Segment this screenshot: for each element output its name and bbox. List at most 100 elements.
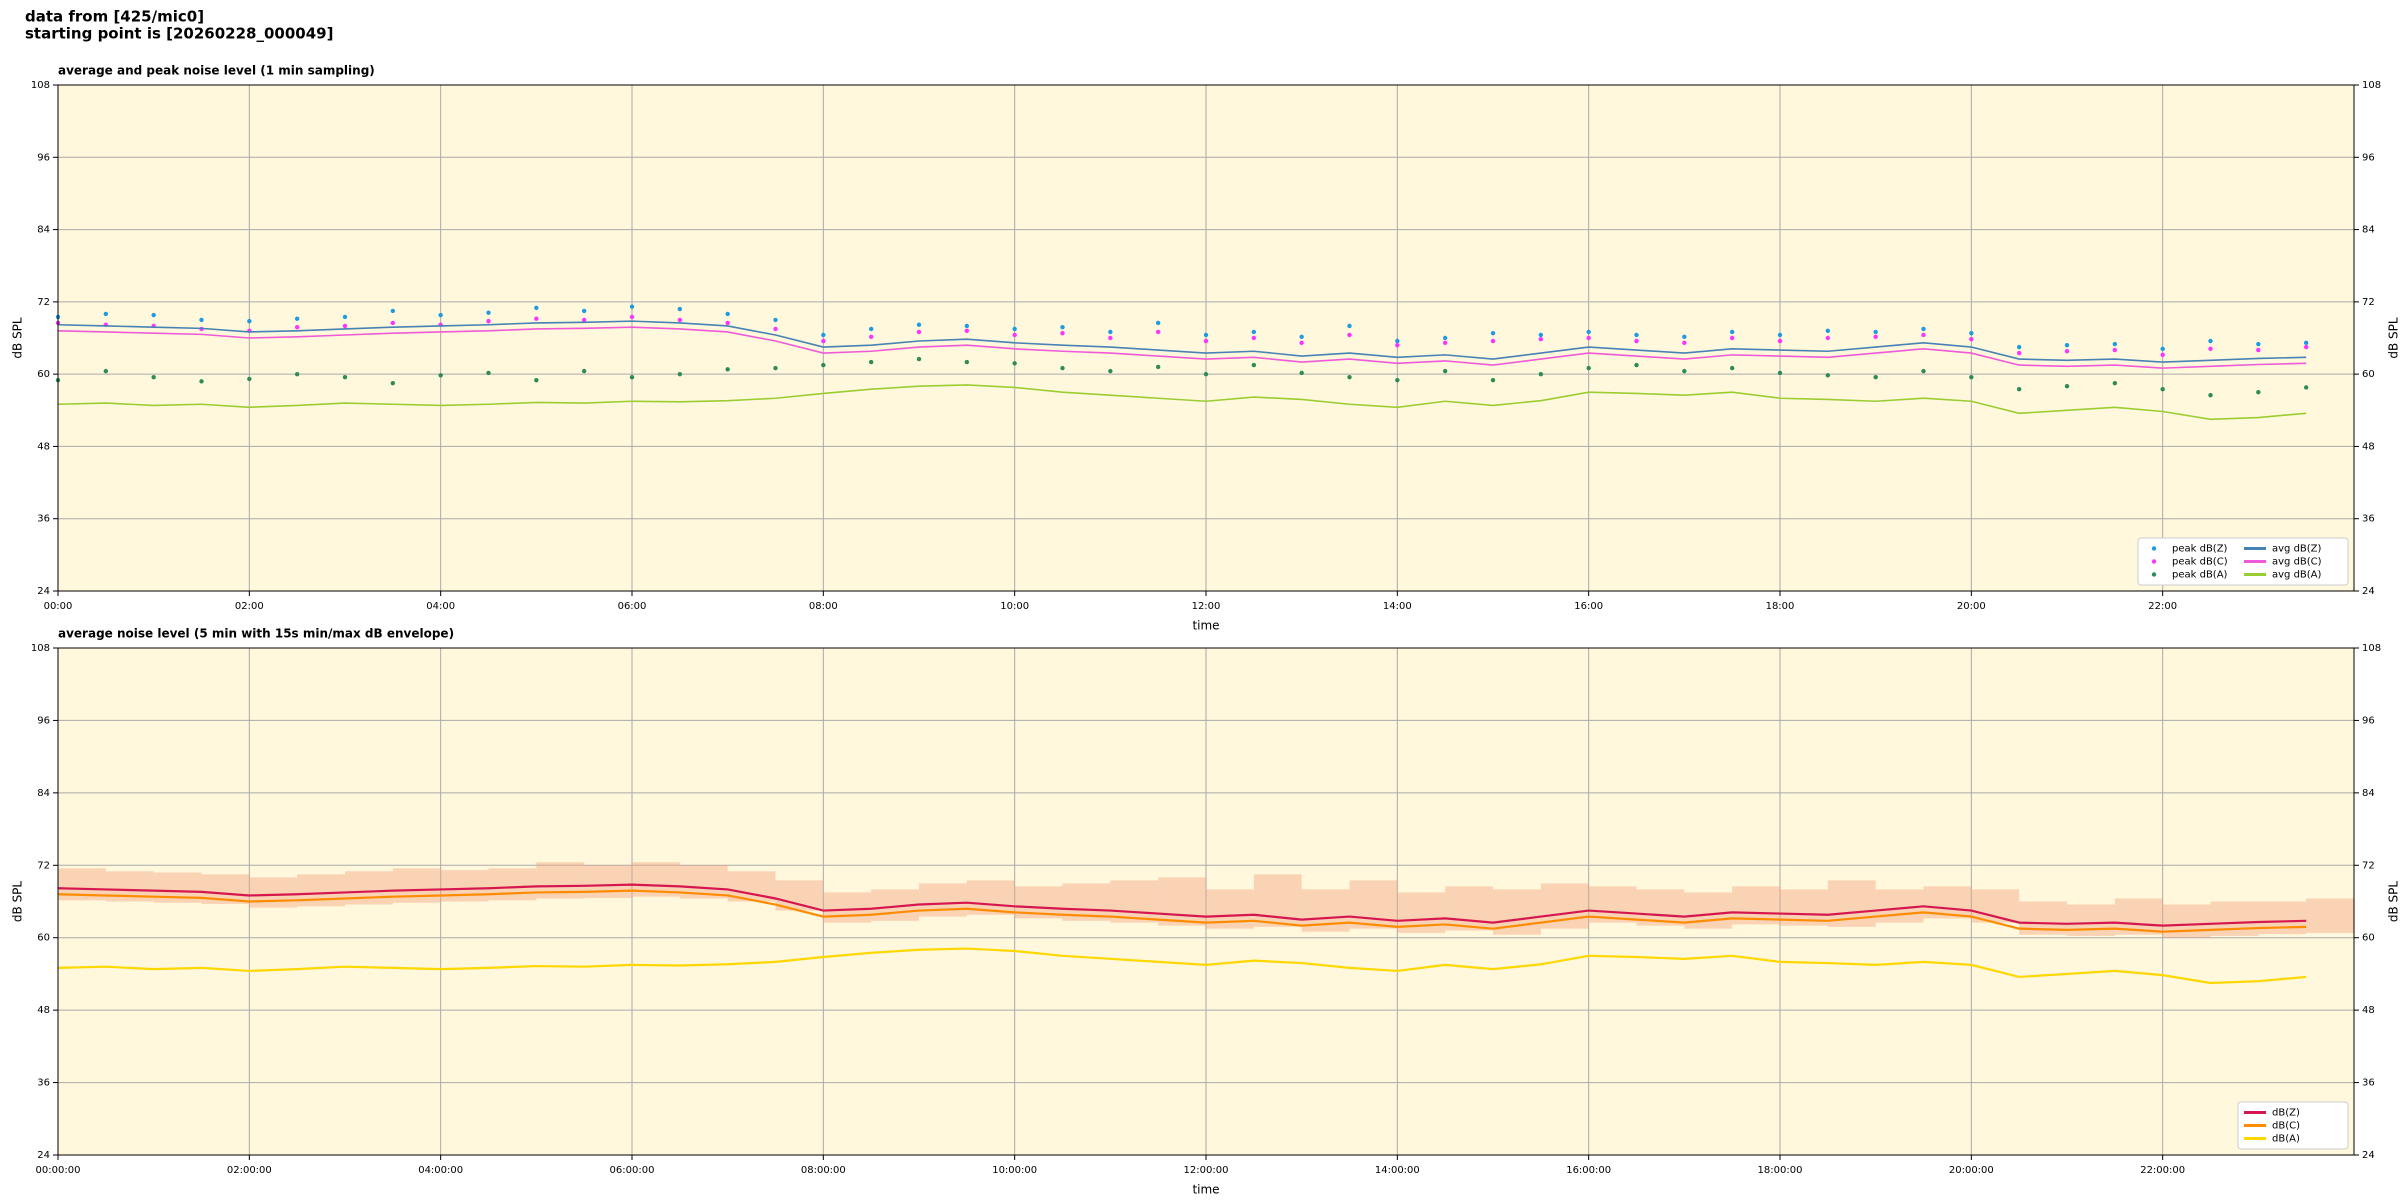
peak-point [1538,371,1544,377]
peak-point [534,305,539,311]
peak-point [1060,330,1065,336]
y-tick-label: 84 [37,225,50,236]
peak-point [1969,374,1974,380]
peak-point [1969,337,1974,342]
peak-point [1012,332,1017,338]
peak-point [438,312,443,318]
y-tick-label: 24 [37,586,50,597]
legend-label: peak dB(Z) [2172,544,2228,555]
x-tick-label: 14:00 [1383,601,1412,612]
peak-point [1729,335,1735,341]
peak-point [916,356,922,362]
chart-title: average noise level (5 min with 15s min/… [58,627,454,641]
x-tick-label: 02:00:00 [227,1165,272,1176]
peak-point [677,317,683,323]
peak-point [151,312,156,318]
peak-point [1921,332,1926,338]
envelope-band [1349,880,1398,929]
legend-label: peak dB(C) [2172,557,2228,568]
peak-point [1490,330,1496,336]
y-tick-label: 72 [37,297,50,308]
envelope-band [2162,904,2211,938]
peak-point [1586,335,1591,341]
peak-point [1395,343,1400,348]
y2-tick-label: 60 [2362,369,2375,380]
peak-point [1108,335,1113,341]
peak-point [1873,374,1878,380]
peak-point [1921,368,1926,374]
peak-point [486,370,491,376]
peak-point [1012,361,1017,366]
peak-point [2112,347,2118,353]
peak-point [1012,326,1017,332]
legend-box [2137,537,2349,586]
envelope-band [2067,904,2115,936]
y-tick-label: 60 [37,369,50,380]
peak-point [2208,346,2213,352]
series-line [57,889,2307,933]
legend-marker [2151,572,2157,577]
x-tick-label: 20:00 [1957,601,1986,612]
x-tick-label: 04:00:00 [418,1165,463,1176]
peak-point [1347,332,1352,338]
peak-point [868,326,874,332]
peak-point [103,311,109,317]
y2-axis-label: dB SPL [2387,317,2400,359]
peak-point [1251,329,1257,335]
envelope-band [2258,901,2307,935]
plot-frame [57,84,2355,592]
envelope-band [823,892,872,923]
series-line [57,947,2307,985]
x-tick-label: 06:00:00 [610,1165,655,1176]
peak-point [1442,340,1448,346]
peak-point [1155,329,1161,335]
peak-point [1155,320,1161,326]
x-axis-label: time [1192,1183,1219,1197]
peak-point [868,334,874,339]
peak-point [773,326,778,332]
peak-point [390,380,396,386]
peak-point [438,373,443,378]
peak-point [2256,347,2261,353]
envelope-band [1110,880,1159,923]
peak-point [1299,370,1304,376]
peak-point [2303,385,2309,390]
x-tick-label: 02:00 [235,601,264,612]
legend-label: dB(Z) [2272,1108,2300,1119]
peak-point [486,318,491,324]
peak-point [964,323,970,329]
peak-point [581,368,587,374]
peak-point [916,322,922,327]
envelope-band [2210,901,2259,936]
header-line: starting point is [20260228_000049] [25,25,333,43]
peak-point [1490,338,1496,344]
x-tick-label: 22:00 [2148,601,2177,612]
peak-point [1586,329,1591,335]
y2-tick-label: 72 [2362,297,2375,308]
y2-tick-label: 24 [2362,586,2375,597]
peak-point [2160,346,2165,352]
envelope-band [1684,892,1733,929]
envelope-band [584,865,632,898]
peak-point [581,317,587,323]
y-tick-label: 84 [37,788,50,799]
peak-point [964,328,970,333]
peak-point [294,371,300,377]
y2-tick-label: 96 [2362,715,2375,726]
header-line: data from [425/mic0] [25,8,204,26]
y-tick-label: 36 [37,1078,50,1089]
peak-point [1347,323,1352,329]
envelope-band [919,883,967,917]
peak-point [1825,373,1831,378]
y2-axis-label: dB SPL [2387,881,2400,923]
peak-point [2256,341,2261,347]
peak-point [1777,332,1783,338]
peak-point [1155,364,1161,370]
y-axis-label: dB SPL [11,881,25,923]
peak-point [2208,338,2213,344]
legend-label: avg dB(A) [2272,570,2322,581]
x-tick-label: 14:00:00 [1375,1165,1420,1176]
legend-label: peak dB(A) [2172,570,2228,581]
peak-point [342,374,348,380]
peak-point [2303,340,2309,346]
